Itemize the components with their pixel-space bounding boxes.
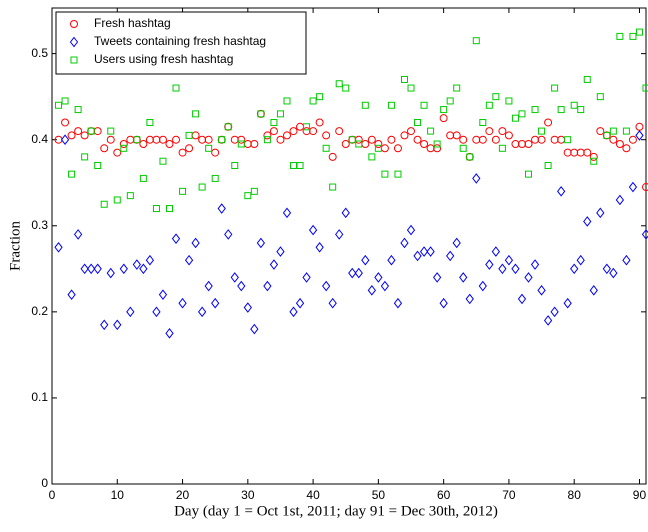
y-tick-label: 0.3 bbox=[31, 218, 48, 232]
y-tick-label: 0.5 bbox=[31, 46, 48, 60]
x-tick-label: 80 bbox=[568, 488, 582, 502]
x-tick-label: 0 bbox=[49, 488, 56, 502]
x-tick-label: 60 bbox=[437, 488, 451, 502]
y-tick-label: 0.1 bbox=[31, 390, 48, 404]
x-tick-label: 30 bbox=[241, 488, 255, 502]
x-tick-label: 70 bbox=[502, 488, 516, 502]
x-tick-label: 40 bbox=[306, 488, 320, 502]
x-tick-label: 90 bbox=[633, 488, 647, 502]
x-tick-label: 20 bbox=[176, 488, 190, 502]
y-tick-label: 0.4 bbox=[31, 132, 48, 146]
legend-label: Fresh hashtag bbox=[94, 16, 171, 30]
legend-label: Tweets containing fresh hashtag bbox=[94, 34, 266, 48]
y-tick-label: 0 bbox=[41, 476, 48, 490]
plot-area bbox=[52, 8, 646, 484]
legend-label: Users using fresh hashtag bbox=[94, 52, 233, 66]
x-axis-label: Day (day 1 = Oct 1st, 2011; day 91 = Dec… bbox=[174, 503, 498, 519]
y-tick-label: 0.2 bbox=[31, 304, 48, 318]
x-tick-label: 50 bbox=[372, 488, 386, 502]
x-tick-label: 10 bbox=[111, 488, 125, 502]
y-axis-label: Fraction bbox=[7, 221, 23, 271]
